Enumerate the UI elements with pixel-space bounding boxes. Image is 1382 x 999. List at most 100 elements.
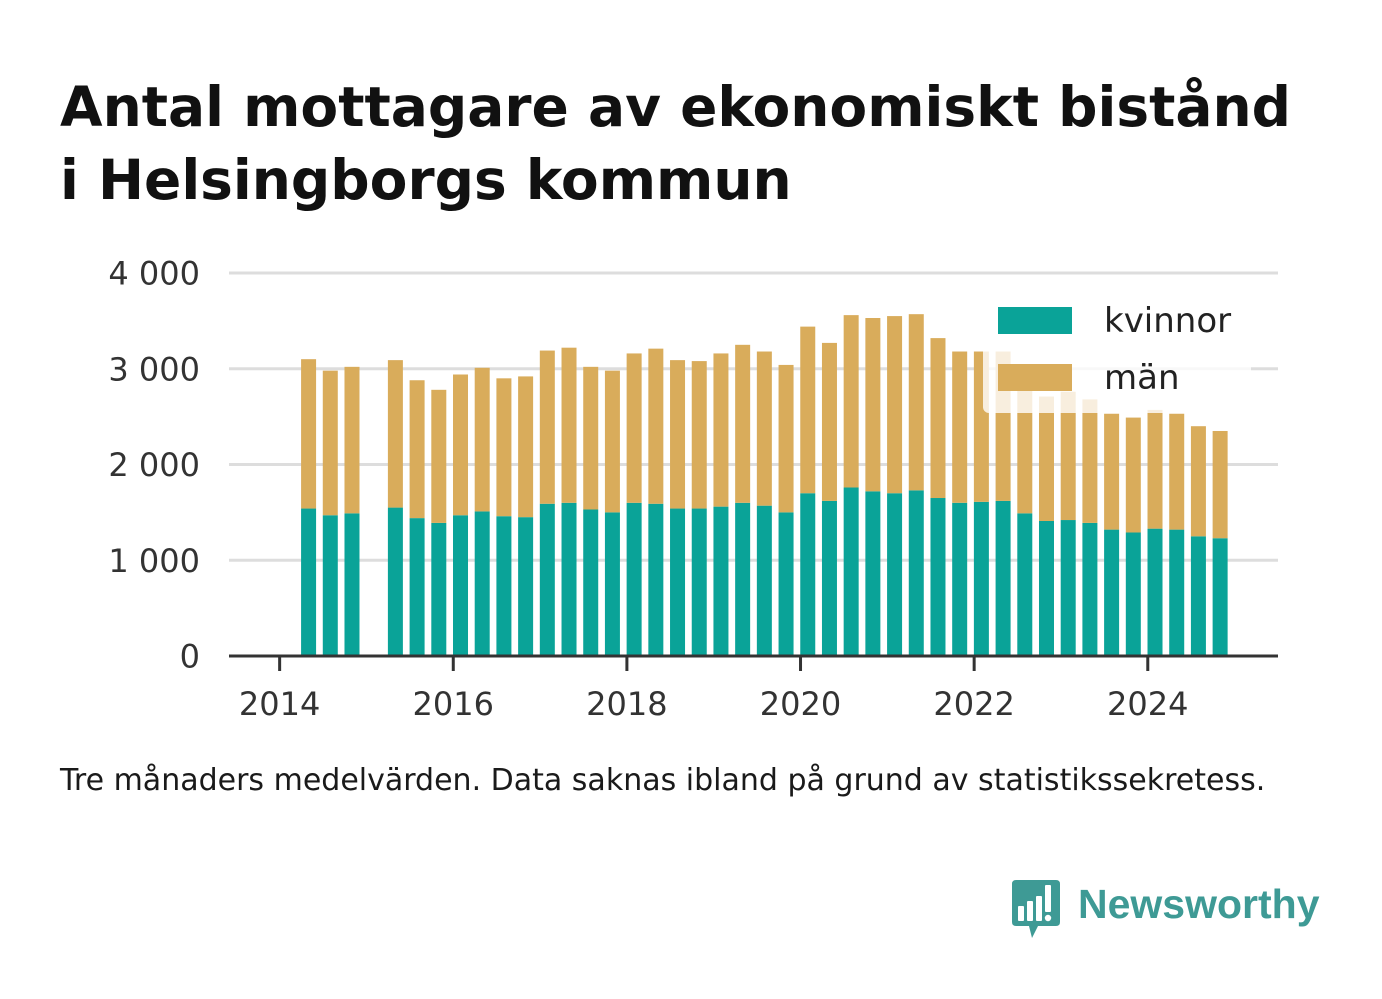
bar-man xyxy=(800,326,816,494)
bar-man xyxy=(322,370,338,516)
bar-kvinnor xyxy=(778,512,794,656)
legend-swatch-kvinnor xyxy=(998,307,1072,334)
y-axis: 0 1 000 2 000 3 000 4 000 xyxy=(108,255,200,676)
bar-kvinnor xyxy=(1104,529,1120,656)
bar-kvinnor xyxy=(691,508,707,656)
bar-kvinnor xyxy=(301,508,317,656)
bar-man xyxy=(865,318,881,492)
bar-man xyxy=(431,389,447,523)
bar-man xyxy=(539,350,555,504)
bar-man xyxy=(409,380,425,519)
bar-man xyxy=(1147,409,1163,529)
stacked-bar-chart: 0 1 000 2 000 3 000 4 000 2014 2016 2018 2020 202… xyxy=(108,255,1278,723)
bar-man xyxy=(1060,391,1076,521)
bar-man xyxy=(930,338,946,499)
logo-wordmark: Newsworthy xyxy=(1078,881,1320,927)
bar-kvinnor xyxy=(1082,522,1098,656)
bar-kvinnor xyxy=(887,493,903,656)
bar-kvinnor xyxy=(756,505,772,656)
legend-label-man: män xyxy=(1104,358,1180,398)
y-tick-label: 1 000 xyxy=(108,542,200,580)
bar-kvinnor xyxy=(821,500,837,656)
bar-man xyxy=(778,364,794,513)
bar-kvinnor xyxy=(539,503,555,656)
bar-kvinnor xyxy=(1038,520,1054,656)
bar-kvinnor xyxy=(908,490,924,656)
bar-kvinnor xyxy=(518,517,534,656)
bar-kvinnor xyxy=(496,516,512,656)
bar-kvinnor xyxy=(1212,538,1228,656)
y-tick-label: 0 xyxy=(180,638,200,676)
speech-bubble-bar-chart-icon xyxy=(1012,880,1060,938)
bar-kvinnor xyxy=(1147,528,1163,656)
bar-man xyxy=(1212,430,1228,539)
bar-kvinnor xyxy=(973,501,989,656)
x-tick-label: 2020 xyxy=(760,685,841,723)
icon-bar xyxy=(1018,906,1024,921)
bar-kvinnor xyxy=(604,512,620,656)
legend-swatch-man xyxy=(998,364,1072,391)
y-tick-label: 4 000 xyxy=(108,255,200,293)
bar-man xyxy=(1082,399,1098,523)
newsworthy-logo: Newsworthy xyxy=(1012,880,1320,938)
bar-man xyxy=(474,367,490,512)
bar-kvinnor xyxy=(735,502,751,656)
bar-man xyxy=(518,376,534,518)
bar-man xyxy=(691,361,707,509)
bar-man xyxy=(735,344,751,503)
bar-kvinnor xyxy=(1060,520,1076,656)
bar-man xyxy=(1125,417,1141,533)
bar-kvinnor xyxy=(453,515,469,656)
bar-kvinnor xyxy=(344,513,360,656)
bar-man xyxy=(713,353,729,507)
bar-man xyxy=(1169,413,1185,530)
bar-kvinnor xyxy=(583,509,599,656)
bar-man xyxy=(821,342,837,501)
bar-kvinnor xyxy=(1190,536,1206,656)
bar-man xyxy=(843,315,859,488)
chart-caption: Tre månaders medelvärden. Data saknas ib… xyxy=(60,763,1266,798)
bar-kvinnor xyxy=(474,511,490,656)
chart-title: Antal mottagare av ekonomiskt bistånd i … xyxy=(60,75,1292,212)
legend-label-kvinnor: kvinnor xyxy=(1104,301,1231,341)
bar-kvinnor xyxy=(713,506,729,656)
bar-kvinnor xyxy=(387,507,403,656)
legend: kvinnor män xyxy=(983,295,1251,413)
x-tick-label: 2024 xyxy=(1107,685,1188,723)
gridlines xyxy=(229,271,1278,562)
bar-man xyxy=(1190,426,1206,537)
bar-kvinnor xyxy=(995,500,1011,656)
bar-man xyxy=(1038,396,1054,521)
bar-man xyxy=(387,360,403,508)
bar-man xyxy=(756,351,772,506)
bar-kvinnor xyxy=(322,515,338,656)
bar-kvinnor xyxy=(1017,513,1033,656)
bar-man xyxy=(344,366,360,514)
bar-kvinnor xyxy=(561,502,577,656)
bar-kvinnor xyxy=(843,487,859,656)
x-tick-label: 2018 xyxy=(586,685,667,723)
bar-man xyxy=(561,347,577,503)
bar-kvinnor xyxy=(930,498,946,656)
bar-man xyxy=(301,359,317,509)
bar-man xyxy=(648,348,664,504)
icon-dot xyxy=(1044,914,1052,922)
bar-kvinnor xyxy=(1125,532,1141,656)
bar-kvinnor xyxy=(670,508,686,656)
y-tick-label: 3 000 xyxy=(108,350,200,388)
bar-man xyxy=(908,314,924,491)
bar-man xyxy=(952,351,968,503)
bar-man xyxy=(887,316,903,494)
bar-kvinnor xyxy=(409,518,425,656)
x-tick-label: 2016 xyxy=(413,685,494,723)
bar-man xyxy=(583,366,599,510)
icon-bar xyxy=(1036,896,1042,921)
bar-man xyxy=(670,360,686,509)
bar-kvinnor xyxy=(952,502,968,656)
bar-kvinnor xyxy=(800,493,816,656)
x-tick-label: 2022 xyxy=(933,685,1014,723)
bar-man xyxy=(626,353,642,503)
icon-bar xyxy=(1045,885,1051,912)
y-tick-label: 2 000 xyxy=(108,446,200,484)
bar-kvinnor xyxy=(648,503,664,656)
